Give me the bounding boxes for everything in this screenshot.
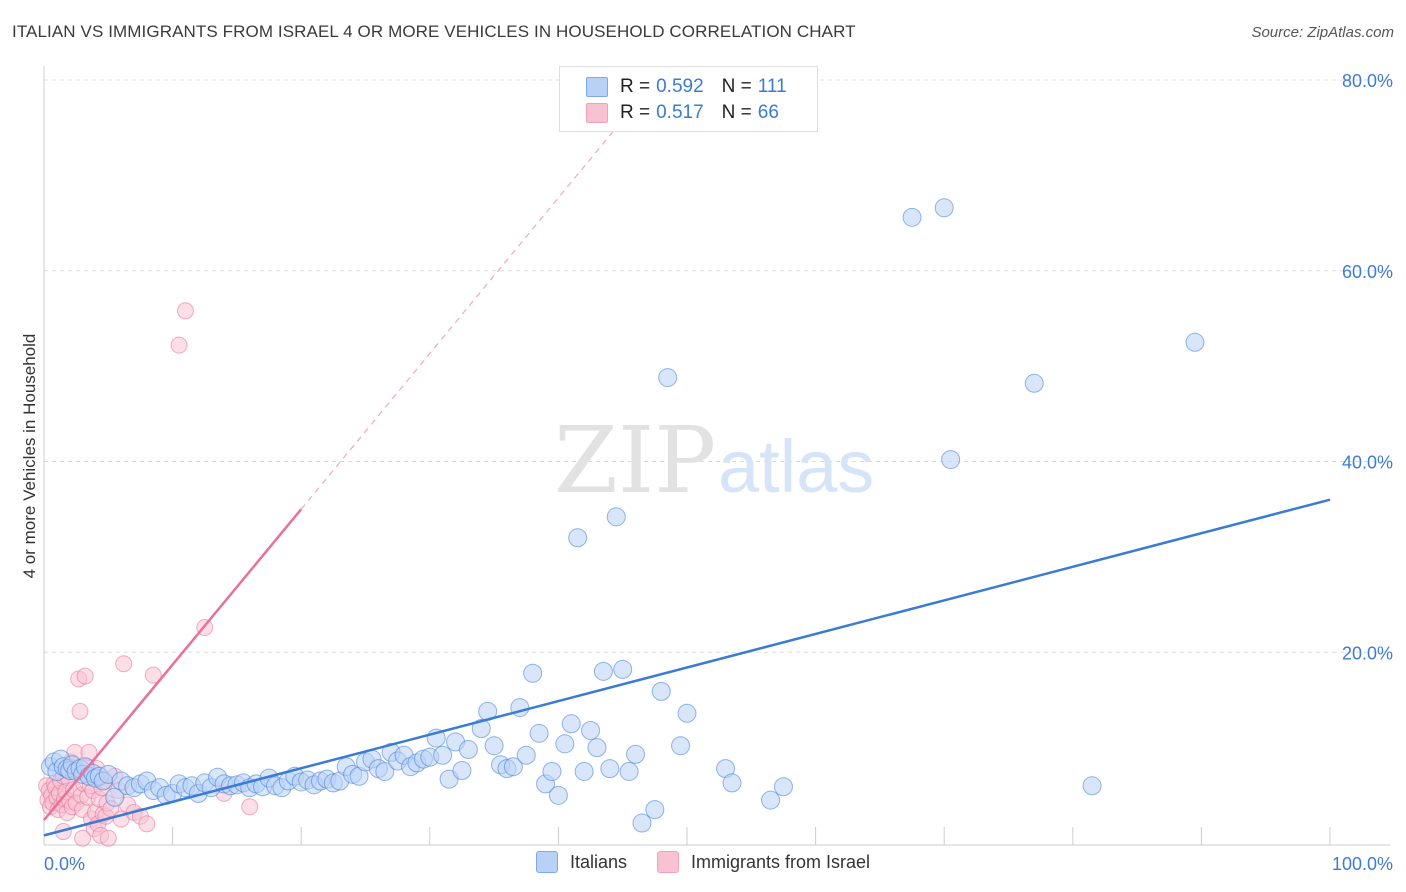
israel-point xyxy=(241,798,259,816)
legend-item-israel: Immigrants from Israel xyxy=(657,851,870,873)
italians-point xyxy=(561,714,581,734)
series-legend: Italians Immigrants from Israel xyxy=(0,851,1406,873)
italians-point xyxy=(632,813,652,833)
watermark-atlas: atlas xyxy=(718,425,874,508)
italians-point xyxy=(593,661,613,681)
legend-r-label: R = xyxy=(620,76,651,97)
tick-labels: 20.0% 40.0% 60.0% 80.0% 0.0% 100.0% xyxy=(44,71,1393,874)
italians-point xyxy=(658,368,678,388)
israel-point xyxy=(76,667,94,685)
x-tick-label: 0.0% xyxy=(44,854,85,874)
legend-swatch-israel xyxy=(657,851,679,873)
y-tick-label: 20.0% xyxy=(1342,643,1393,663)
legend: R = 0.592 N = 111 R = 0.517 N = 66 xyxy=(559,66,818,132)
italians-point xyxy=(458,740,478,760)
italians-point xyxy=(761,790,781,810)
legend-item-italians: Italians xyxy=(535,851,627,873)
legend-swatch-italians xyxy=(535,851,558,873)
legend-row-israel: R = 0.517 N = 66 xyxy=(586,101,779,125)
italians-point xyxy=(941,450,961,470)
italians-point xyxy=(523,663,543,683)
israel-point xyxy=(71,702,89,720)
legend-n-value: 111 xyxy=(757,76,787,97)
italians-point xyxy=(1185,332,1205,352)
italians-point xyxy=(1024,373,1044,393)
source-label: Source: ZipAtlas.com xyxy=(1251,24,1394,41)
legend-label-israel: Immigrants from Israel xyxy=(691,851,871,872)
italians-point xyxy=(452,761,472,781)
legend-swatch-israel xyxy=(586,103,608,123)
italians-point xyxy=(375,761,395,781)
watermark: ZIP atlas xyxy=(554,407,874,514)
italians-point xyxy=(773,777,793,797)
italians-point xyxy=(433,745,453,765)
italians-point xyxy=(1082,776,1102,796)
legend-n-label: N = xyxy=(721,102,752,123)
axes xyxy=(43,66,1390,846)
italians-point xyxy=(934,198,954,218)
x-tick-label: 100.0% xyxy=(1332,854,1393,874)
italians-point xyxy=(587,738,607,758)
italians-point xyxy=(645,800,665,820)
israel-point xyxy=(138,815,156,833)
italians-point xyxy=(671,736,691,756)
italians-point xyxy=(484,736,504,756)
israel-point xyxy=(99,829,117,847)
legend-n-label: N = xyxy=(721,76,752,97)
chart-title: ITALIAN VS IMMIGRANTS FROM ISRAEL 4 OR M… xyxy=(12,22,856,41)
italians-point xyxy=(677,703,697,723)
italians-point xyxy=(548,785,568,805)
italians-point xyxy=(600,759,620,779)
israel-point xyxy=(74,829,92,847)
legend-label-italians: Italians xyxy=(569,851,627,872)
israel-trend-extension xyxy=(300,127,617,510)
italians-point xyxy=(529,723,549,743)
italians-trend-line xyxy=(43,498,1331,837)
italians-point xyxy=(626,744,646,764)
italians-point xyxy=(651,681,671,701)
italians-point xyxy=(619,761,639,781)
israel-point xyxy=(170,336,188,354)
italians-point xyxy=(516,745,536,765)
italians-point xyxy=(555,734,575,754)
italians-point xyxy=(574,761,594,781)
italians-point xyxy=(471,719,491,739)
italians-point xyxy=(568,528,588,548)
y-tick-label: 60.0% xyxy=(1342,262,1393,282)
italians-point xyxy=(613,659,633,679)
italians-point xyxy=(542,761,562,781)
israel-point xyxy=(144,666,162,684)
series-italians-points xyxy=(40,198,1205,833)
y-tick-label: 40.0% xyxy=(1342,453,1393,473)
israel-point xyxy=(176,302,194,320)
y-tick-label: 80.0% xyxy=(1342,71,1393,91)
trend-lines xyxy=(43,127,1331,837)
italians-point xyxy=(722,773,742,793)
italians-point xyxy=(105,787,125,807)
italians-point xyxy=(902,207,922,227)
italians-point xyxy=(581,720,601,740)
legend-r-value: 0.592 xyxy=(656,76,704,97)
legend-swatch-italians xyxy=(586,77,608,97)
italians-point xyxy=(503,757,523,777)
israel-trend-line xyxy=(43,508,303,821)
legend-n-value: 66 xyxy=(757,102,779,123)
legend-r-label: R = xyxy=(620,102,651,123)
watermark-zip: ZIP xyxy=(554,407,716,514)
italians-point xyxy=(606,507,626,527)
legend-row-italians: R = 0.592 N = 111 xyxy=(586,75,787,99)
israel-point xyxy=(115,655,133,673)
grid-lines xyxy=(44,79,1390,653)
legend-r-value: 0.517 xyxy=(656,102,704,123)
